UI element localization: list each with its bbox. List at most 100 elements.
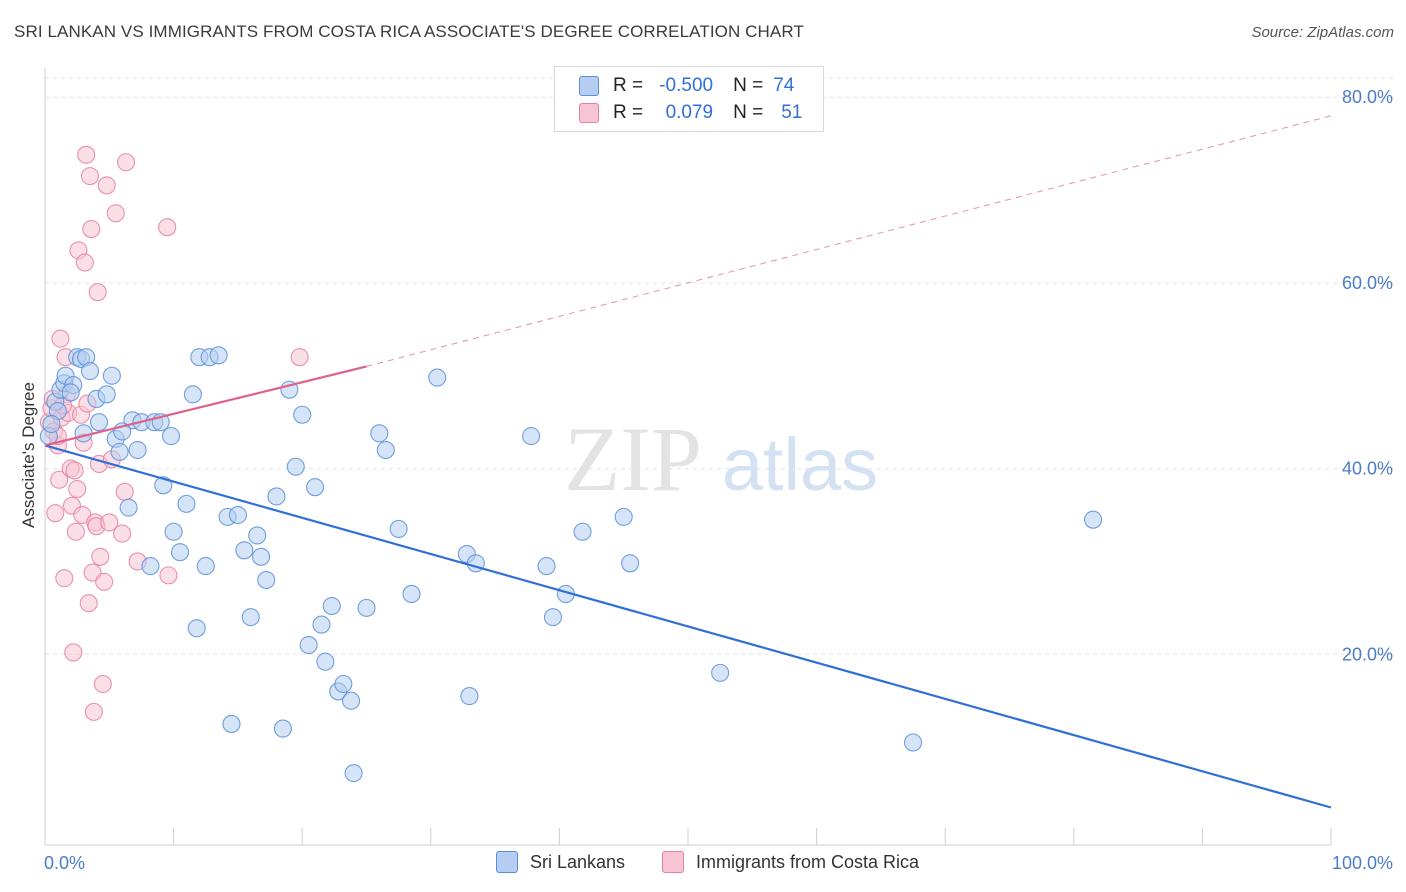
data-point [154,476,173,495]
data-point [116,153,136,172]
trend-lines [44,115,1332,809]
data-point [251,547,271,566]
legend-r-label: R = [613,75,644,96]
watermark-zip: ZIP [564,408,702,510]
data-point [115,482,134,501]
data-point [543,608,563,627]
data-point [267,487,286,506]
data-point [46,504,65,523]
legend-n-value: 74 [773,75,795,96]
data-point [106,204,125,223]
y-tick-label: 40.0% [1342,459,1393,479]
watermark-atlas: atlas [722,423,878,506]
data-point [88,283,107,302]
legend-swatch-pink [579,103,599,123]
data-points [39,145,1103,783]
data-point [158,218,177,237]
data-point [621,554,640,573]
series-swatch-blue [496,851,518,873]
series-legend-costa-rica[interactable]: Immigrants from Costa Rica [662,851,919,873]
data-point [903,733,923,752]
data-point [141,557,160,576]
data-point [370,424,389,443]
data-point [306,478,325,497]
data-point [89,413,109,432]
data-point [537,557,556,576]
data-point [299,635,318,655]
data-point [222,714,241,733]
data-point [241,608,260,627]
data-point [159,566,178,585]
data-point [257,570,276,590]
data-point [82,219,101,239]
data-point [65,461,84,480]
data-point [170,543,190,562]
data-point [61,383,80,402]
legend-n-label: N = [733,102,764,123]
series-label: Immigrants from Costa Rica [696,851,920,872]
data-point [273,719,292,738]
chart-title: SRI LANKAN VS IMMIGRANTS FROM COSTA RICA… [14,22,804,41]
data-point [95,572,114,591]
legend-r-value: 0.079 [665,102,714,123]
series-legend-sri-lankans[interactable]: Sri Lankans [496,851,625,873]
series-label: Sri Lankans [530,851,626,872]
x-tick-label: 0.0% [44,853,85,873]
data-point [290,348,309,367]
data-point [428,368,447,387]
data-point [389,519,408,539]
x-tick-label: 100.0% [1332,853,1393,873]
data-point [93,674,112,694]
data-point [334,674,353,694]
data-point [711,663,730,682]
data-point [55,569,74,588]
data-point [573,522,592,541]
data-point [316,652,335,671]
y-tick-label: 80.0% [1342,87,1393,107]
data-point [209,346,228,365]
data-point [235,541,254,560]
data-point [248,526,267,545]
data-point [128,440,147,460]
data-point [51,329,70,348]
trend-line-costa-rica [44,365,367,447]
data-point [119,498,138,517]
data-point [80,362,100,381]
legend-swatch-blue [579,76,599,96]
series-swatch-pink [662,851,684,873]
data-point [77,145,96,164]
data-point [460,687,479,706]
data-point [293,405,312,424]
data-point [164,522,183,541]
legend-row-sri-lankans: R = -0.500 N = 74 [579,73,794,99]
data-point [312,615,331,634]
data-point [357,598,376,617]
data-point [402,584,421,603]
data-point [102,366,121,385]
data-point [66,522,85,541]
data-point [161,427,181,446]
data-point [187,619,206,638]
data-point [97,176,116,195]
trend-line-costa-rica-extension [366,115,1332,367]
data-point [68,479,87,499]
trend-line-sri-lankans [44,444,1332,809]
data-point [50,470,69,489]
data-point [80,167,100,186]
series-legend: Sri Lankans Immigrants from Costa Rica [0,851,1406,879]
legend-r-label: R = [613,102,644,123]
data-point [177,494,196,513]
tick-labels: 20.0% 40.0% 60.0% 80.0% 0.0% 100.0% [44,87,1393,873]
axes [44,68,1332,846]
data-point [522,427,541,446]
y-tick-label: 20.0% [1342,644,1393,664]
data-point [113,524,132,543]
y-axis-label: Associate's Degree [19,382,38,528]
legend-n-label: N = [733,75,764,96]
data-point [344,764,363,783]
data-point [614,507,633,526]
legend-row-costa-rica: R = 0.079 N = 51 [579,100,802,126]
legend-r-value: -0.500 [659,75,714,96]
data-point [97,385,116,404]
